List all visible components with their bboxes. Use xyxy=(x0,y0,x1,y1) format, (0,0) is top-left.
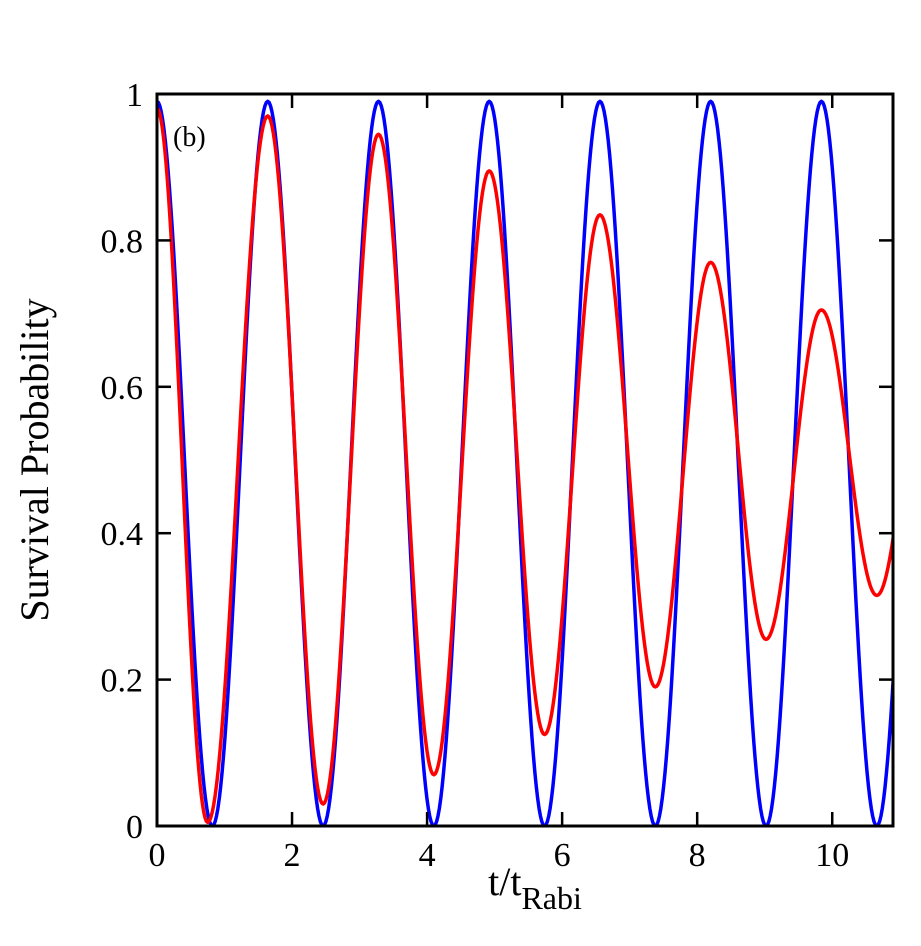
x-tick-label: 6 xyxy=(554,837,571,874)
panel-label: (b) xyxy=(173,122,206,153)
y-tick-label: 0.8 xyxy=(101,223,144,260)
x-tick-label: 4 xyxy=(419,837,436,874)
x-axis-label-subscript: Rabi xyxy=(521,880,582,916)
series-line-2 xyxy=(157,107,893,825)
x-axis-label: t/tRabi xyxy=(488,859,582,916)
y-tick-label: 1 xyxy=(126,77,143,114)
y-axis-label: Survival Probability xyxy=(12,298,57,621)
y-tick-label: 0 xyxy=(126,809,143,846)
y-tick-label: 0.2 xyxy=(101,663,144,700)
y-tick-label: 0.4 xyxy=(101,516,144,553)
x-tick-label: 10 xyxy=(815,837,849,874)
x-axis-label-main: t/t xyxy=(488,859,521,904)
plot-frame xyxy=(155,92,895,828)
x-tick-label: 8 xyxy=(689,837,706,874)
ticks-layer: 0 2 4 6 8 10 0 0.2 0.4 0.6 0.8 1 xyxy=(101,77,893,874)
x-tick-label: 0 xyxy=(149,837,166,874)
x-tick-label: 2 xyxy=(284,837,301,874)
series-layer xyxy=(157,99,893,826)
y-tick-label: 0.6 xyxy=(101,370,144,407)
